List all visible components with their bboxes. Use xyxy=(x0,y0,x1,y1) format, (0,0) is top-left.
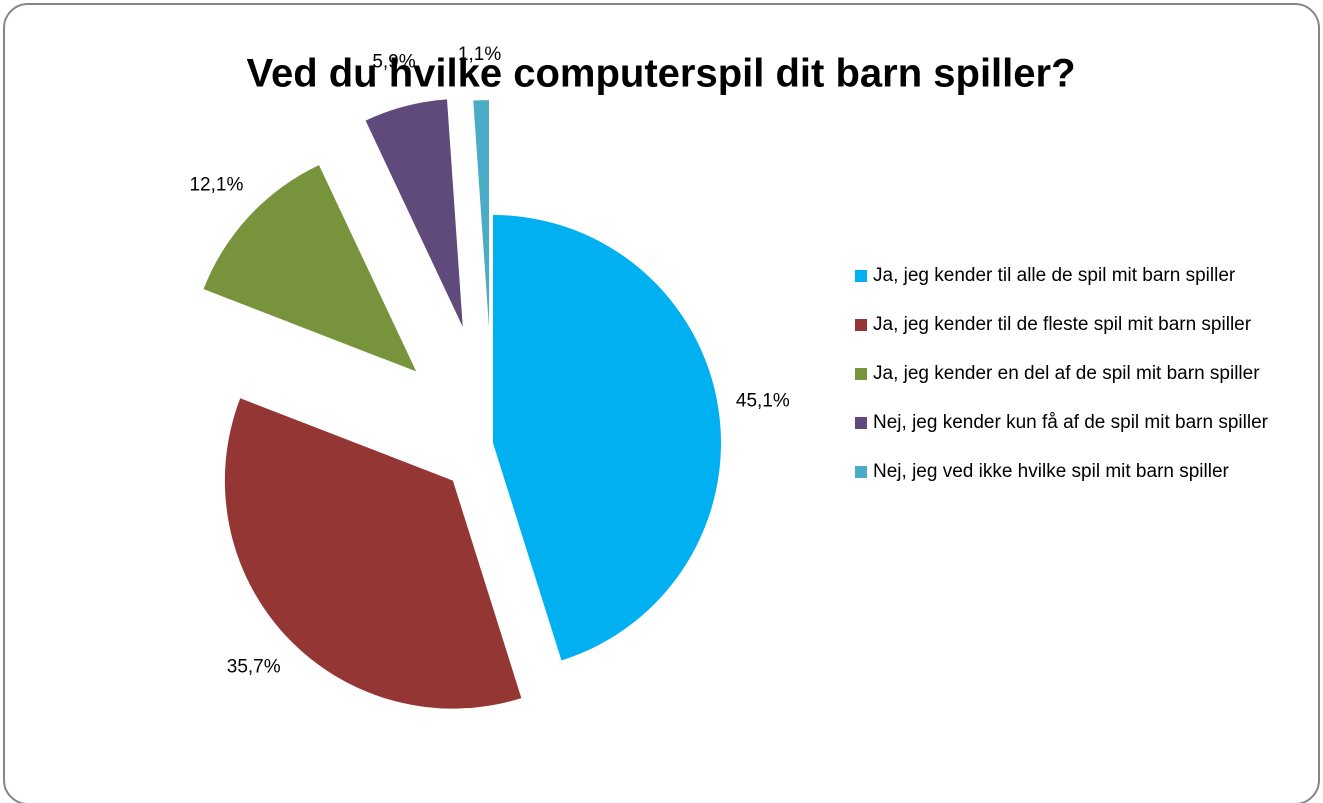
data-label: 12,1% xyxy=(189,174,243,195)
data-label: 35,7% xyxy=(227,656,281,677)
legend-swatch xyxy=(855,270,867,282)
legend-swatch xyxy=(855,368,867,380)
legend-swatch xyxy=(855,466,867,478)
data-label: 1,1% xyxy=(458,44,501,65)
legend-label: Ja, jeg kender til alle de spil mit barn… xyxy=(873,265,1236,286)
legend-label: Nej, jeg kender kun få af de spil mit ba… xyxy=(873,412,1268,433)
pie-slice xyxy=(473,100,490,329)
legend-item: Nej, jeg ved ikke hvilke spil mit barn s… xyxy=(855,458,1303,486)
data-label: 5,9% xyxy=(372,52,415,73)
legend-item: Ja, jeg kender til alle de spil mit barn… xyxy=(855,262,1303,290)
pie-slice xyxy=(493,215,722,661)
chart-title: Ved du hvilke computerspil dit barn spil… xyxy=(246,52,1075,96)
legend-swatch xyxy=(855,319,867,331)
legend-item: Ja, jeg kender en del af de spil mit bar… xyxy=(855,360,1303,388)
data-label: 45,1% xyxy=(736,391,790,412)
legend-item: Nej, jeg kender kun få af de spil mit ba… xyxy=(855,409,1303,437)
pie-slice xyxy=(365,99,463,327)
legend-item: Ja, jeg kender til de fleste spil mit ba… xyxy=(855,311,1303,339)
legend: Ja, jeg kender til alle de spil mit barn… xyxy=(855,262,1305,507)
legend-swatch xyxy=(855,417,867,429)
legend-label: Ja, jeg kender en del af de spil mit bar… xyxy=(873,363,1260,384)
legend-label: Nej, jeg ved ikke hvilke spil mit barn s… xyxy=(873,461,1229,482)
pie: 45,1% 35,7% 12,1% 5,9% 1,1% xyxy=(189,44,790,709)
legend-label: Ja, jeg kender til de fleste spil mit ba… xyxy=(873,314,1252,335)
pie-slice xyxy=(224,398,522,709)
pie-slice xyxy=(203,165,417,372)
